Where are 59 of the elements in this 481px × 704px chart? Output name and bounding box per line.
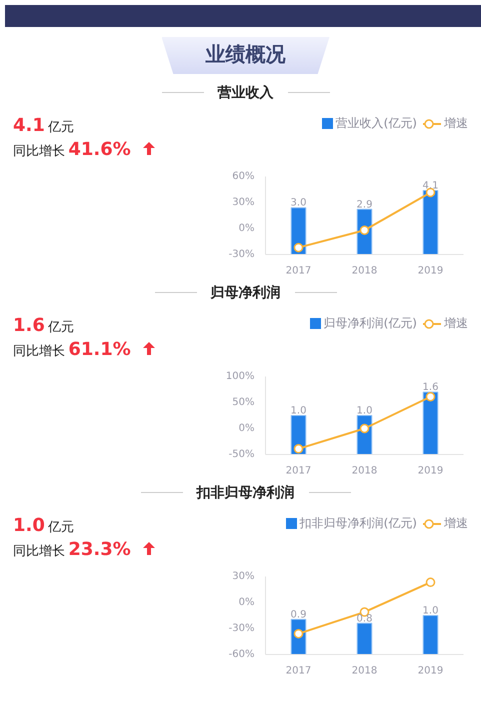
text: 4.1 (13, 115, 45, 136)
x-tick-label: 2017 (286, 466, 312, 476)
point (426, 578, 436, 588)
y-tick-label: -60% (228, 649, 255, 660)
text: 亿元 (48, 120, 74, 135)
chart-title: 业绩概况 (162, 37, 330, 74)
data-label: 1.0 (356, 406, 372, 416)
data-label: 1.0 (290, 406, 306, 416)
x-tick-label: 2018 (352, 266, 378, 276)
chart-title: 扣非归母净利润 (195, 484, 296, 502)
point (426, 188, 436, 198)
legend-label: 增速 (444, 315, 468, 332)
text: 同比增长 (13, 544, 65, 559)
legend-label: 增速 (444, 115, 468, 132)
x-tick-label: 2017 (286, 266, 312, 276)
data-label: 4.1 (422, 180, 438, 192)
text: 23.3% (68, 539, 131, 560)
x-tick-label: 2018 (352, 666, 378, 676)
data-label: 1.0 (422, 606, 438, 616)
x-tick-label: 2017 (286, 666, 312, 676)
y-tick-label: -30% (228, 249, 255, 260)
point (294, 242, 304, 252)
data-label: 1.6 (422, 382, 438, 394)
chart-title: 归母净利润 (210, 284, 282, 302)
text: 同比增长 (13, 144, 65, 159)
y-tick-label: 100% (226, 371, 255, 382)
legend-label: 扣非归母净利润(亿元) (300, 515, 417, 532)
point (294, 444, 304, 454)
text: 41.6% (68, 139, 131, 160)
point (360, 424, 370, 434)
y-tick-label: 0% (238, 423, 255, 434)
chart-subtitle: 营业收入 (216, 84, 274, 102)
legend-label: 归母净利润(亿元) (324, 315, 417, 332)
text: 亿元 (48, 320, 74, 335)
point (426, 392, 436, 402)
text: 1.6 (13, 315, 45, 336)
data-label: 0.8 (356, 613, 372, 624)
x-tick-label: 2019 (418, 666, 444, 676)
y-tick-label: 0% (238, 223, 255, 234)
text: 同比增长 (13, 344, 65, 359)
legend-label: 营业收入(亿元) (336, 115, 417, 132)
y-tick-label: -50% (228, 449, 255, 460)
data-label: 0.9 (290, 609, 306, 620)
text: 61.1% (68, 339, 131, 360)
point (360, 225, 370, 235)
y-tick-label: 60% (232, 171, 255, 182)
legend-label: 增速 (444, 515, 468, 532)
y-tick-label: 50% (232, 397, 255, 408)
text: 1.0 (13, 515, 45, 536)
data-label: 2.9 (356, 199, 372, 210)
x-tick-label: 2019 (418, 266, 444, 276)
y-tick-label: 0% (238, 597, 255, 608)
x-tick-label: 2019 (418, 466, 444, 476)
y-tick-label: 30% (232, 571, 255, 582)
x-tick-label: 2018 (352, 466, 378, 476)
data-label: 3.0 (290, 198, 306, 209)
y-tick-label: -30% (228, 623, 255, 634)
text: 亿元 (48, 520, 74, 535)
y-tick-label: 30% (232, 197, 255, 208)
